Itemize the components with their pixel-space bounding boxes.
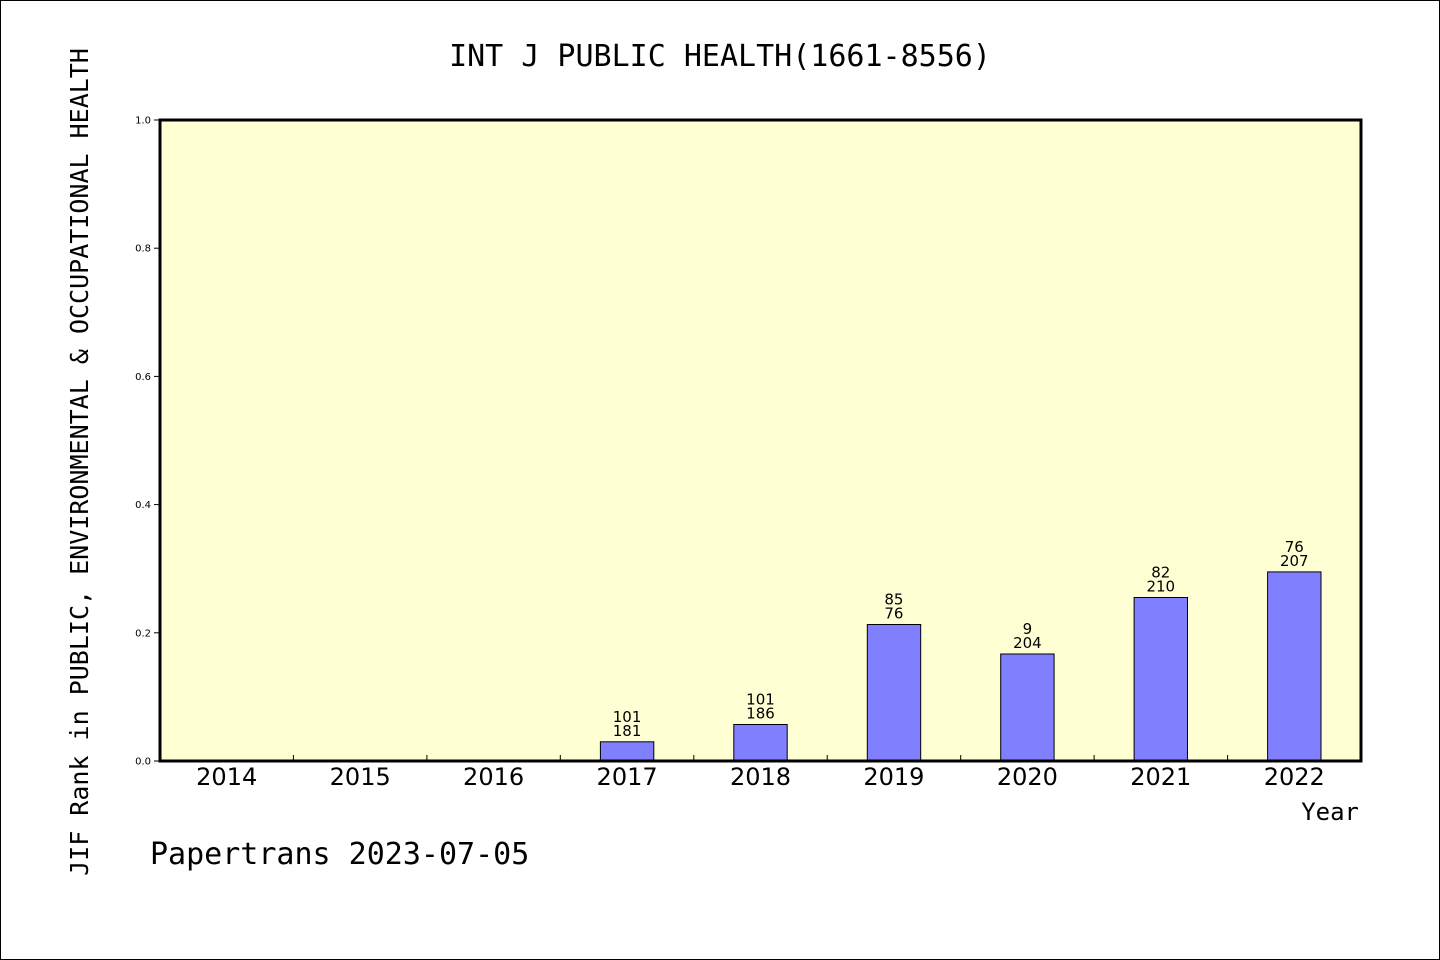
chart-title: INT J PUBLIC HEALTH(1661-8556) [449,39,991,74]
data-label-bottom-2020: 204 [1013,634,1042,652]
data-label-top-2017: 101 [613,708,642,726]
y-tick-label-0.4: 0.4 [135,500,151,511]
bar-2020 [1000,653,1055,762]
y-tick-label-1.0: 1.0 [135,116,151,127]
bar-2019 [866,624,922,762]
bar-2021 [1133,597,1188,762]
data-label-bottom-2017: 181 [613,722,642,740]
y-tick-label-0.2: 0.2 [135,628,151,639]
y-tick-label-0.8: 0.8 [135,244,151,255]
x-tick-label-2014: 2014 [196,763,257,791]
bar-2017 [599,741,655,762]
x-tick-label-2022: 2022 [1264,763,1325,791]
x-tick-label-2019: 2019 [863,763,924,791]
data-label-bottom-2019: 76 [884,605,903,623]
x-tick-label-2015: 2015 [330,763,391,791]
footer-text: Papertrans 2023-07-05 [150,837,529,872]
x-tick-label-2020: 2020 [997,763,1058,791]
bars-group [599,571,1322,762]
x-axis-label: Year [1301,798,1359,826]
y-tick-label-0.6: 0.6 [135,372,151,383]
plot-border [158,118,1363,763]
data-label-bottom-2022: 207 [1280,552,1309,570]
data-label-bottom-2021: 210 [1146,578,1175,596]
x-tick-label-2021: 2021 [1130,763,1191,791]
y-ticks-group: 0.0 0.2 0.4 0.6 0.8 1.0 [135,116,160,768]
data-label-top-2018: 101 [746,691,775,709]
bar-2022 [1267,571,1322,762]
data-label-bottom-2018: 186 [746,705,775,723]
data-label-top-2022: 76 [1285,538,1304,556]
x-tick-label-2017: 2017 [597,763,658,791]
x-tick-label-2016: 2016 [463,763,524,791]
data-label-top-2019: 85 [884,591,903,609]
y-tick-label-0.0: 0.0 [135,757,151,768]
x-tick-label-2018: 2018 [730,763,791,791]
y-axis-label: JIF Rank in PUBLIC, ENVIRONMENTAL & OCCU… [65,48,94,876]
x-ticks-group: 2014 2015 2016 2017 2018 2019 2020 2021 2022 [196,755,1325,791]
bar-2018 [733,724,788,762]
data-label-top-2021: 82 [1151,564,1170,582]
data-label-top-2020: 9 [1023,620,1033,638]
